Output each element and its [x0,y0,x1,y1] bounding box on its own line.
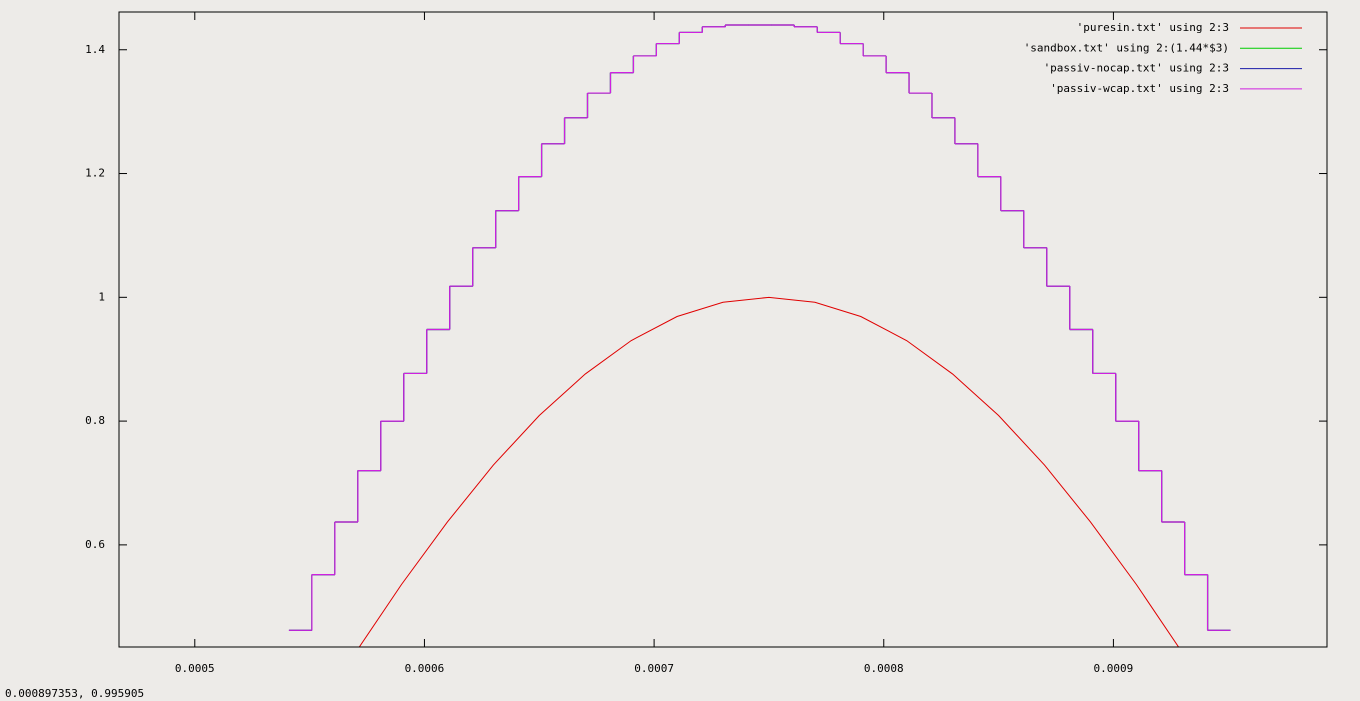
y-tick-label: 1.2 [85,167,105,180]
legend-label: 'sandbox.txt' using 2:(1.44*$3) [1024,41,1229,54]
y-tick-label: 1.4 [85,43,105,56]
plot-border [118,11,1328,648]
y-tick-label: 1 [98,290,105,303]
y-tick-label: 0.8 [85,414,105,427]
x-tick-label: 0.0007 [634,662,674,675]
legend-label: 'passiv-nocap.txt' using 2:3 [1044,62,1229,75]
x-tick-label: 0.0006 [405,662,445,675]
x-tick-label: 0.0009 [1094,662,1134,675]
x-tick-label: 0.0005 [175,662,215,675]
plot-area [288,24,1231,647]
y-tick-label: 0.6 [85,538,105,551]
x-tick-label: 0.0008 [864,662,904,675]
status-text: 0.000897353, 0.995905 [5,687,144,700]
legend-label: 'passiv-wcap.txt' using 2:3 [1050,82,1229,95]
legend-label: 'puresin.txt' using 2:3 [1077,21,1229,34]
series-line [358,296,1180,647]
